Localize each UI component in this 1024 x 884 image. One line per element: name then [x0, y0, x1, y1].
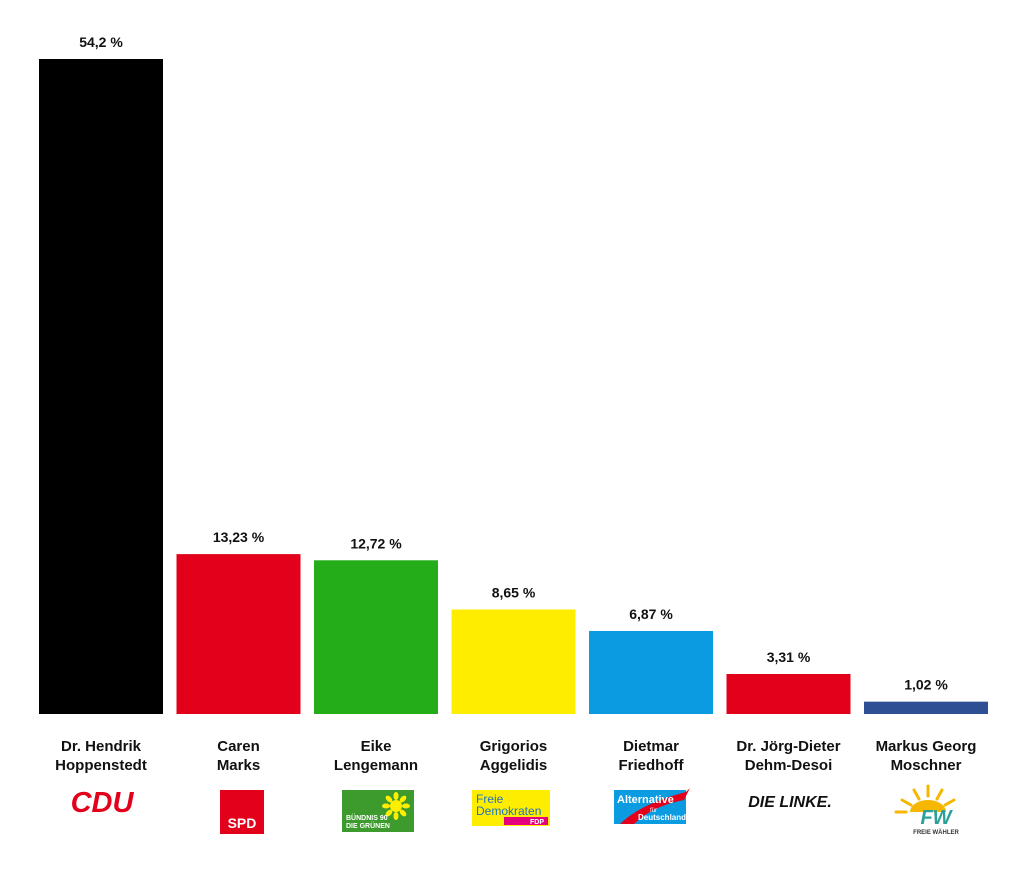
bar-2	[176, 554, 301, 714]
candidate-name-line: Moschner	[890, 757, 962, 774]
candidate-name-line: Grigorios	[479, 738, 548, 755]
bar-value-label-4: 8,65 %	[492, 584, 536, 600]
candidate-name-5: Dietmar Friedhoff	[576, 737, 726, 775]
candidate-name-3: Eike Lengemann	[301, 737, 451, 775]
gruene-logo-text-1: BÜNDNIS 90	[346, 813, 388, 822]
cdu-logo-icon: CDU	[64, 785, 140, 821]
gruene-logo-text-2: DIE GRÜNEN	[346, 821, 390, 830]
afd-logo-text-1: Alternative	[617, 794, 674, 806]
candidate-name-1: Dr. Hendrik Hoppenstedt	[26, 737, 176, 775]
candidate-name-line: Dehm-Desoi	[744, 757, 833, 774]
candidate-name-line: Aggelidis	[479, 757, 548, 774]
candidate-name-line: Markus Georg	[875, 738, 977, 755]
bar-value-label-5: 6,87 %	[629, 606, 673, 622]
afd-logo-text-3: Deutschland	[638, 813, 686, 822]
linke-logo-icon: DIE LINKE.	[748, 788, 832, 814]
candidate-name-line: Dr. Jörg-Dieter	[736, 738, 841, 755]
fdp-logo-text-1: Freie	[476, 792, 504, 806]
bar-4	[451, 609, 576, 714]
linke-logo-text: DIE LINKE.	[748, 794, 832, 811]
fdp-logo-icon: Freie Demokraten FDP	[472, 790, 550, 826]
fw-logo-icon: FW FREIE WÄHLER	[890, 782, 966, 836]
bar-3	[314, 560, 438, 714]
afd-logo-text-2: für	[650, 808, 657, 814]
candidate-name-2: Caren Marks	[164, 737, 314, 775]
candidate-name-6: Dr. Jörg-Dieter Dehm-Desoi	[714, 737, 864, 775]
bar-value-label-3: 12,72 %	[350, 535, 402, 551]
candidate-name-4: Grigorios Aggelidis	[439, 737, 589, 775]
candidate-name-line: Dietmar	[623, 738, 679, 755]
bar-5	[589, 630, 713, 714]
candidate-name-7: Markus Georg Moschner	[851, 737, 1001, 775]
candidate-name-line: Friedhoff	[618, 757, 684, 774]
bar-value-label-2: 13,23 %	[213, 529, 265, 545]
spd-logo-icon: SPD	[220, 790, 264, 834]
cdu-logo-text: CDU	[71, 787, 135, 819]
candidate-name-line: Lengemann	[333, 757, 419, 774]
fw-logo-text-2: FREIE WÄHLER	[913, 829, 959, 836]
candidate-name-line: Eike	[360, 738, 392, 755]
bar-1	[39, 59, 163, 714]
afd-logo-icon: Alternative für Deutschland	[612, 786, 692, 826]
fw-logo-text-1: FW	[920, 807, 953, 829]
fdp-logo-text-3: FDP	[530, 819, 544, 826]
bar-6	[726, 673, 851, 714]
candidate-name-line: Marks	[216, 757, 261, 774]
bar-7	[864, 701, 988, 714]
candidate-name-line: Dr. Hendrik	[60, 738, 142, 755]
candidate-name-line: Hoppenstedt	[55, 757, 147, 774]
bar-value-label-1: 54,2 %	[79, 34, 123, 50]
candidate-name-line: Caren	[217, 738, 260, 755]
bar-value-label-6: 3,31 %	[767, 649, 811, 665]
bar-value-label-7: 1,02 %	[904, 677, 948, 693]
fdp-logo-text-2: Demokraten	[476, 804, 541, 818]
gruene-logo-icon: BÜNDNIS 90 DIE GRÜNEN	[342, 790, 414, 832]
spd-logo-text: SPD	[228, 815, 257, 831]
